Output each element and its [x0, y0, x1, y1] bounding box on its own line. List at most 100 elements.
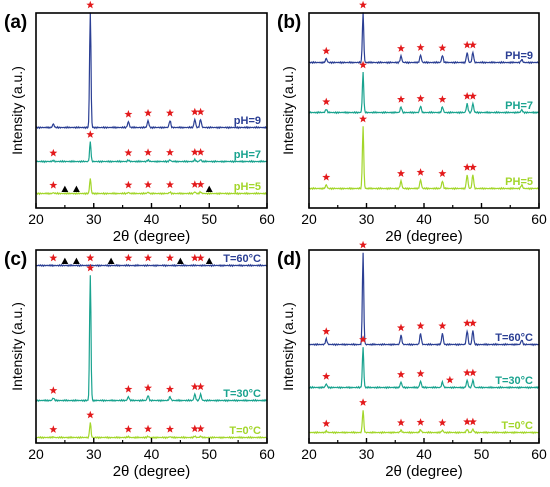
x-tick-label: 50 [474, 446, 490, 462]
star-marker [322, 173, 331, 181]
star-marker [49, 386, 58, 394]
x-tick-label: 40 [144, 211, 160, 227]
star-marker [397, 323, 405, 332]
star-marker [322, 419, 331, 428]
xrd-trace [308, 410, 540, 435]
x-tick-label: 20 [301, 211, 317, 227]
star-marker [416, 418, 425, 426]
triangle-marker [61, 185, 69, 192]
xrd-panel: (a) pH=9 pH=7 pH=5 20 30 40 50 60 2θ (degree) Inte… [4, 0, 275, 245]
x-tick-label: 30 [86, 211, 102, 227]
x-tick-label: 60 [259, 211, 275, 227]
star-marker [463, 163, 472, 171]
xrd-trace [35, 178, 268, 196]
x-tick-label: 30 [359, 446, 375, 462]
x-tick-label: 50 [474, 211, 490, 227]
star-marker [397, 370, 405, 378]
star-marker [196, 180, 205, 188]
xrd-panel: (d) T=60°C T=30°C T=0°C 20 30 40 50 60 2θ (degree… [277, 240, 547, 480]
star-marker [190, 180, 199, 188]
series-label: PH=7 [505, 100, 533, 112]
x-tick-label: 40 [416, 446, 432, 462]
star-marker [463, 40, 472, 49]
star-marker [144, 108, 153, 117]
star-marker [445, 375, 454, 384]
star-marker [144, 253, 153, 262]
star-marker [165, 253, 174, 262]
xrd-trace [308, 252, 540, 347]
star-marker [468, 417, 477, 426]
x-tick-label: 40 [144, 446, 160, 462]
star-marker [196, 382, 205, 391]
star-marker [144, 424, 153, 433]
star-marker [86, 253, 95, 262]
star-marker [165, 385, 174, 393]
star-marker [144, 148, 153, 156]
y-axis-label: Intensity (a.u.) [280, 66, 296, 155]
star-marker [416, 321, 425, 330]
star-marker [124, 425, 133, 433]
x-tick-label: 20 [28, 446, 44, 462]
x-tick-label: 20 [301, 446, 317, 462]
star-marker [359, 0, 368, 9]
star-marker [124, 253, 133, 262]
star-marker [144, 383, 153, 392]
plot-frame [35, 12, 268, 209]
x-axis-label: 2θ (degree) [113, 228, 191, 245]
x-tick-label: 30 [359, 211, 375, 227]
star-marker [165, 148, 174, 156]
star-marker [49, 148, 58, 157]
star-marker [468, 40, 477, 49]
star-marker [190, 382, 199, 391]
star-marker [190, 107, 199, 116]
star-marker [190, 424, 199, 433]
star-marker [196, 107, 205, 116]
triangle-marker [61, 257, 69, 264]
x-axis-label: 2θ (degree) [385, 228, 463, 245]
star-marker [468, 92, 477, 100]
star-marker [438, 418, 447, 427]
x-tick-label: 60 [531, 211, 547, 227]
panel-label: (b) [277, 12, 301, 33]
x-tick-label: 40 [416, 211, 432, 227]
star-marker [322, 327, 331, 335]
plot-frame [35, 249, 268, 444]
star-marker [196, 148, 205, 156]
star-marker [322, 46, 331, 55]
star-marker [468, 368, 477, 377]
triangle-marker [107, 257, 115, 264]
star-marker [124, 385, 133, 393]
xrd-trace [308, 12, 540, 65]
series-label: PH=5 [505, 176, 533, 188]
star-marker [438, 95, 447, 103]
xrd-trace [35, 263, 268, 268]
star-marker [416, 43, 425, 51]
star-marker [124, 180, 133, 189]
star-marker [438, 43, 447, 52]
series-label: T=0°C [229, 425, 261, 437]
x-axis-label: 2θ (degree) [385, 463, 463, 480]
star-marker [416, 369, 425, 378]
star-marker [165, 425, 174, 433]
star-marker [359, 60, 368, 69]
triangle-marker [205, 185, 213, 192]
series-label: T=30°C [223, 388, 261, 400]
star-marker [438, 321, 447, 330]
star-marker [463, 92, 472, 100]
x-tick-label: 30 [86, 446, 102, 462]
x-tick-label: 20 [28, 211, 44, 227]
star-marker [196, 253, 205, 262]
star-marker [397, 44, 405, 52]
star-marker [463, 417, 472, 426]
series-label: pH=9 [234, 115, 261, 127]
star-marker [190, 148, 199, 156]
xrd-trace [35, 275, 268, 403]
xrd-trace [308, 126, 540, 191]
star-marker [322, 97, 331, 106]
star-marker [49, 253, 58, 262]
xrd-panel: (b) PH=9 PH=7 PH=5 20 30 40 50 60 2θ (degree) Inte… [277, 0, 547, 245]
series-label: PH=9 [505, 50, 533, 62]
star-marker [124, 110, 133, 118]
star-marker [359, 114, 368, 123]
